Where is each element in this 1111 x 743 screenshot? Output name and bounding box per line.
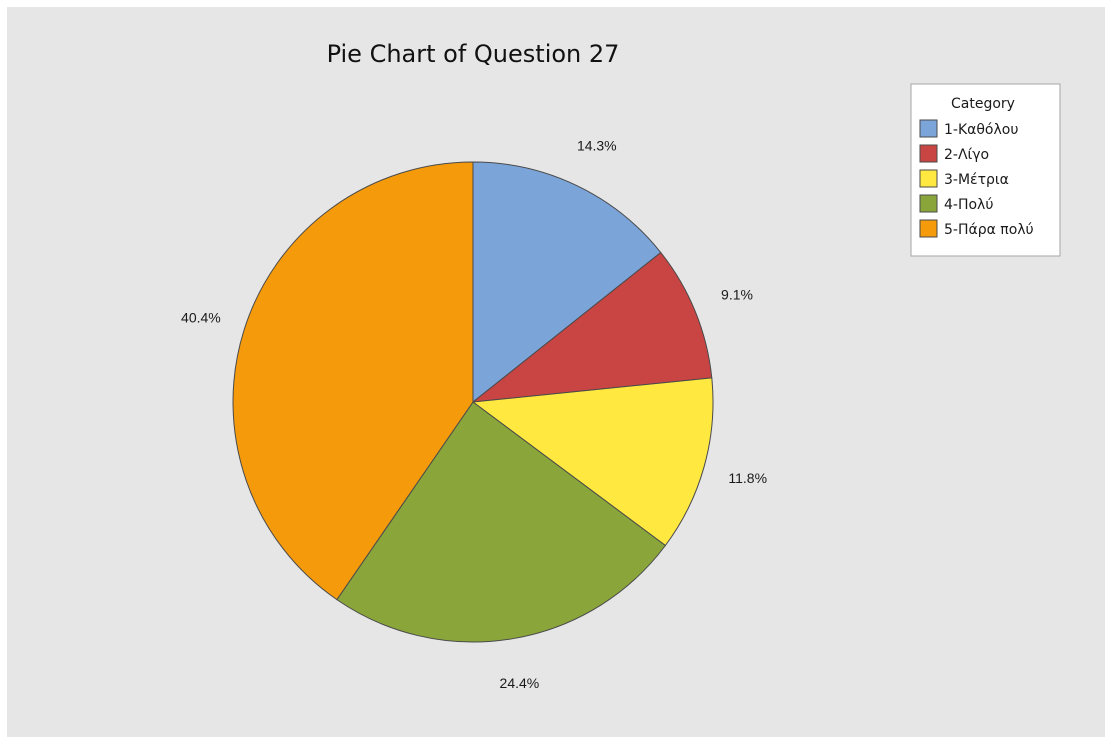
pie-slices: [232, 161, 714, 643]
pie-slice-5: [232, 161, 474, 601]
legend-swatch-5: [919, 219, 938, 238]
legend-label-2: 2-Λίγο: [944, 147, 989, 163]
legend-swatch-1: [919, 119, 938, 138]
legend-title: Category: [951, 96, 1015, 112]
legend-label-4: 4-Πολύ: [944, 197, 993, 213]
legend-swatch-4: [919, 194, 938, 213]
slice-percent-label-3: 11.8%: [728, 470, 767, 486]
legend-items: 1-Καθόλου 2-Λίγο 3-Μέτρια 4-Πολύ 5-Πάρα πολύ: [919, 119, 1034, 238]
pie-slice-1: [472, 161, 662, 404]
slice-percent-label-2: 9.1%: [721, 287, 753, 303]
legend-label-1: 1-Καθόλου: [944, 122, 1018, 138]
pie-slice-2: [471, 251, 713, 403]
legend-label-3: 3-Μέτρια: [944, 172, 1009, 188]
chart-title: Pie Chart of Question 27: [327, 40, 620, 68]
legend-swatch-2: [919, 144, 938, 163]
slice-percent-label-4: 24.4%: [500, 675, 540, 691]
pie-slice-3: [471, 377, 714, 547]
legend: Category 1-Καθόλου 2-Λίγο 3-Μέτρια 4-Πολύ 5-…: [910, 83, 1061, 257]
legend-label-5: 5-Πάρα πολύ: [944, 222, 1034, 238]
pie-slice-4: [336, 401, 667, 643]
legend-swatch-3: [919, 169, 938, 188]
slice-percent-label-1: 14.3%: [577, 137, 617, 153]
slice-percent-label-5: 40.4%: [181, 309, 221, 325]
slice-percent-labels: 14.3% 9.1% 11.8% 24.4% 40.4%: [181, 137, 767, 691]
